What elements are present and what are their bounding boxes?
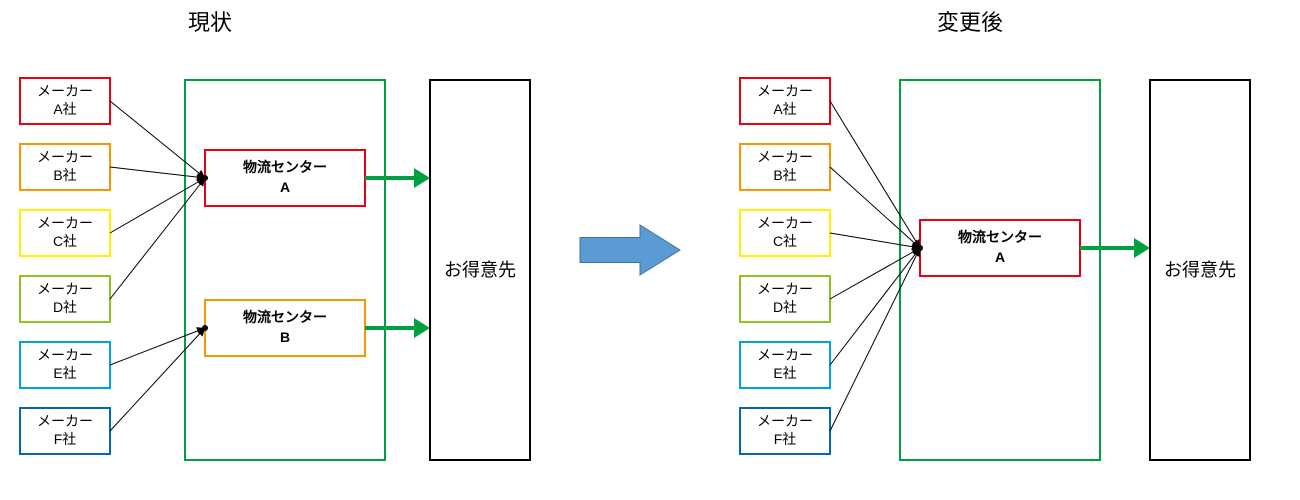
flow-edge (110, 167, 205, 178)
flow-edge (830, 248, 920, 365)
junction-dot (202, 175, 208, 181)
maker-label-1: メーカー (757, 83, 813, 99)
center-label-2: B (280, 329, 290, 345)
left-title: 現状 (188, 10, 232, 35)
maker-label-1: メーカー (37, 149, 93, 165)
maker-label-1: メーカー (37, 215, 93, 231)
maker-label-2: B社 (773, 167, 796, 183)
junction-dot (917, 245, 923, 251)
center-label-1: 物流センター (243, 159, 327, 175)
flow-edge (830, 167, 920, 248)
center-container (900, 80, 1100, 460)
maker-label-2: D社 (773, 299, 797, 315)
maker-label-1: メーカー (757, 281, 813, 297)
center-label-1: 物流センター (243, 309, 327, 325)
maker-label-1: メーカー (37, 413, 93, 429)
flow-edge (110, 101, 205, 178)
maker-label-2: B社 (53, 167, 76, 183)
maker-label-2: F社 (54, 431, 77, 447)
flow-edge (110, 178, 205, 233)
maker-label-2: E社 (53, 365, 76, 381)
center-label-1: 物流センター (958, 229, 1042, 245)
maker-label-2: D社 (53, 299, 77, 315)
maker-label-1: メーカー (757, 347, 813, 363)
maker-label-2: A社 (53, 101, 76, 117)
transition-arrow (580, 225, 680, 275)
right-title: 変更後 (937, 10, 1003, 35)
maker-label-2: C社 (53, 233, 77, 249)
maker-label-1: メーカー (757, 215, 813, 231)
flow-edge (830, 248, 920, 431)
maker-label-1: メーカー (757, 413, 813, 429)
flow-edge (110, 328, 205, 431)
delivery-arrow-head (414, 168, 430, 188)
maker-label-2: E社 (773, 365, 796, 381)
maker-label-2: A社 (773, 101, 796, 117)
maker-label-1: メーカー (37, 83, 93, 99)
maker-label-2: C社 (773, 233, 797, 249)
center-container (185, 80, 385, 460)
maker-label-1: メーカー (37, 347, 93, 363)
maker-label-1: メーカー (37, 281, 93, 297)
delivery-arrow-head (1134, 238, 1150, 258)
delivery-arrow-head (414, 318, 430, 338)
flow-edge (830, 101, 920, 248)
center-label-2: A (280, 179, 290, 195)
destination-label: お得意先 (1164, 260, 1236, 280)
flow-edge (830, 248, 920, 299)
maker-label-2: F社 (774, 431, 797, 447)
flow-edge (110, 178, 205, 299)
destination-label: お得意先 (444, 260, 516, 280)
maker-label-1: メーカー (757, 149, 813, 165)
center-label-2: A (995, 249, 1005, 265)
junction-dot (202, 325, 208, 331)
flow-edge (110, 328, 205, 365)
